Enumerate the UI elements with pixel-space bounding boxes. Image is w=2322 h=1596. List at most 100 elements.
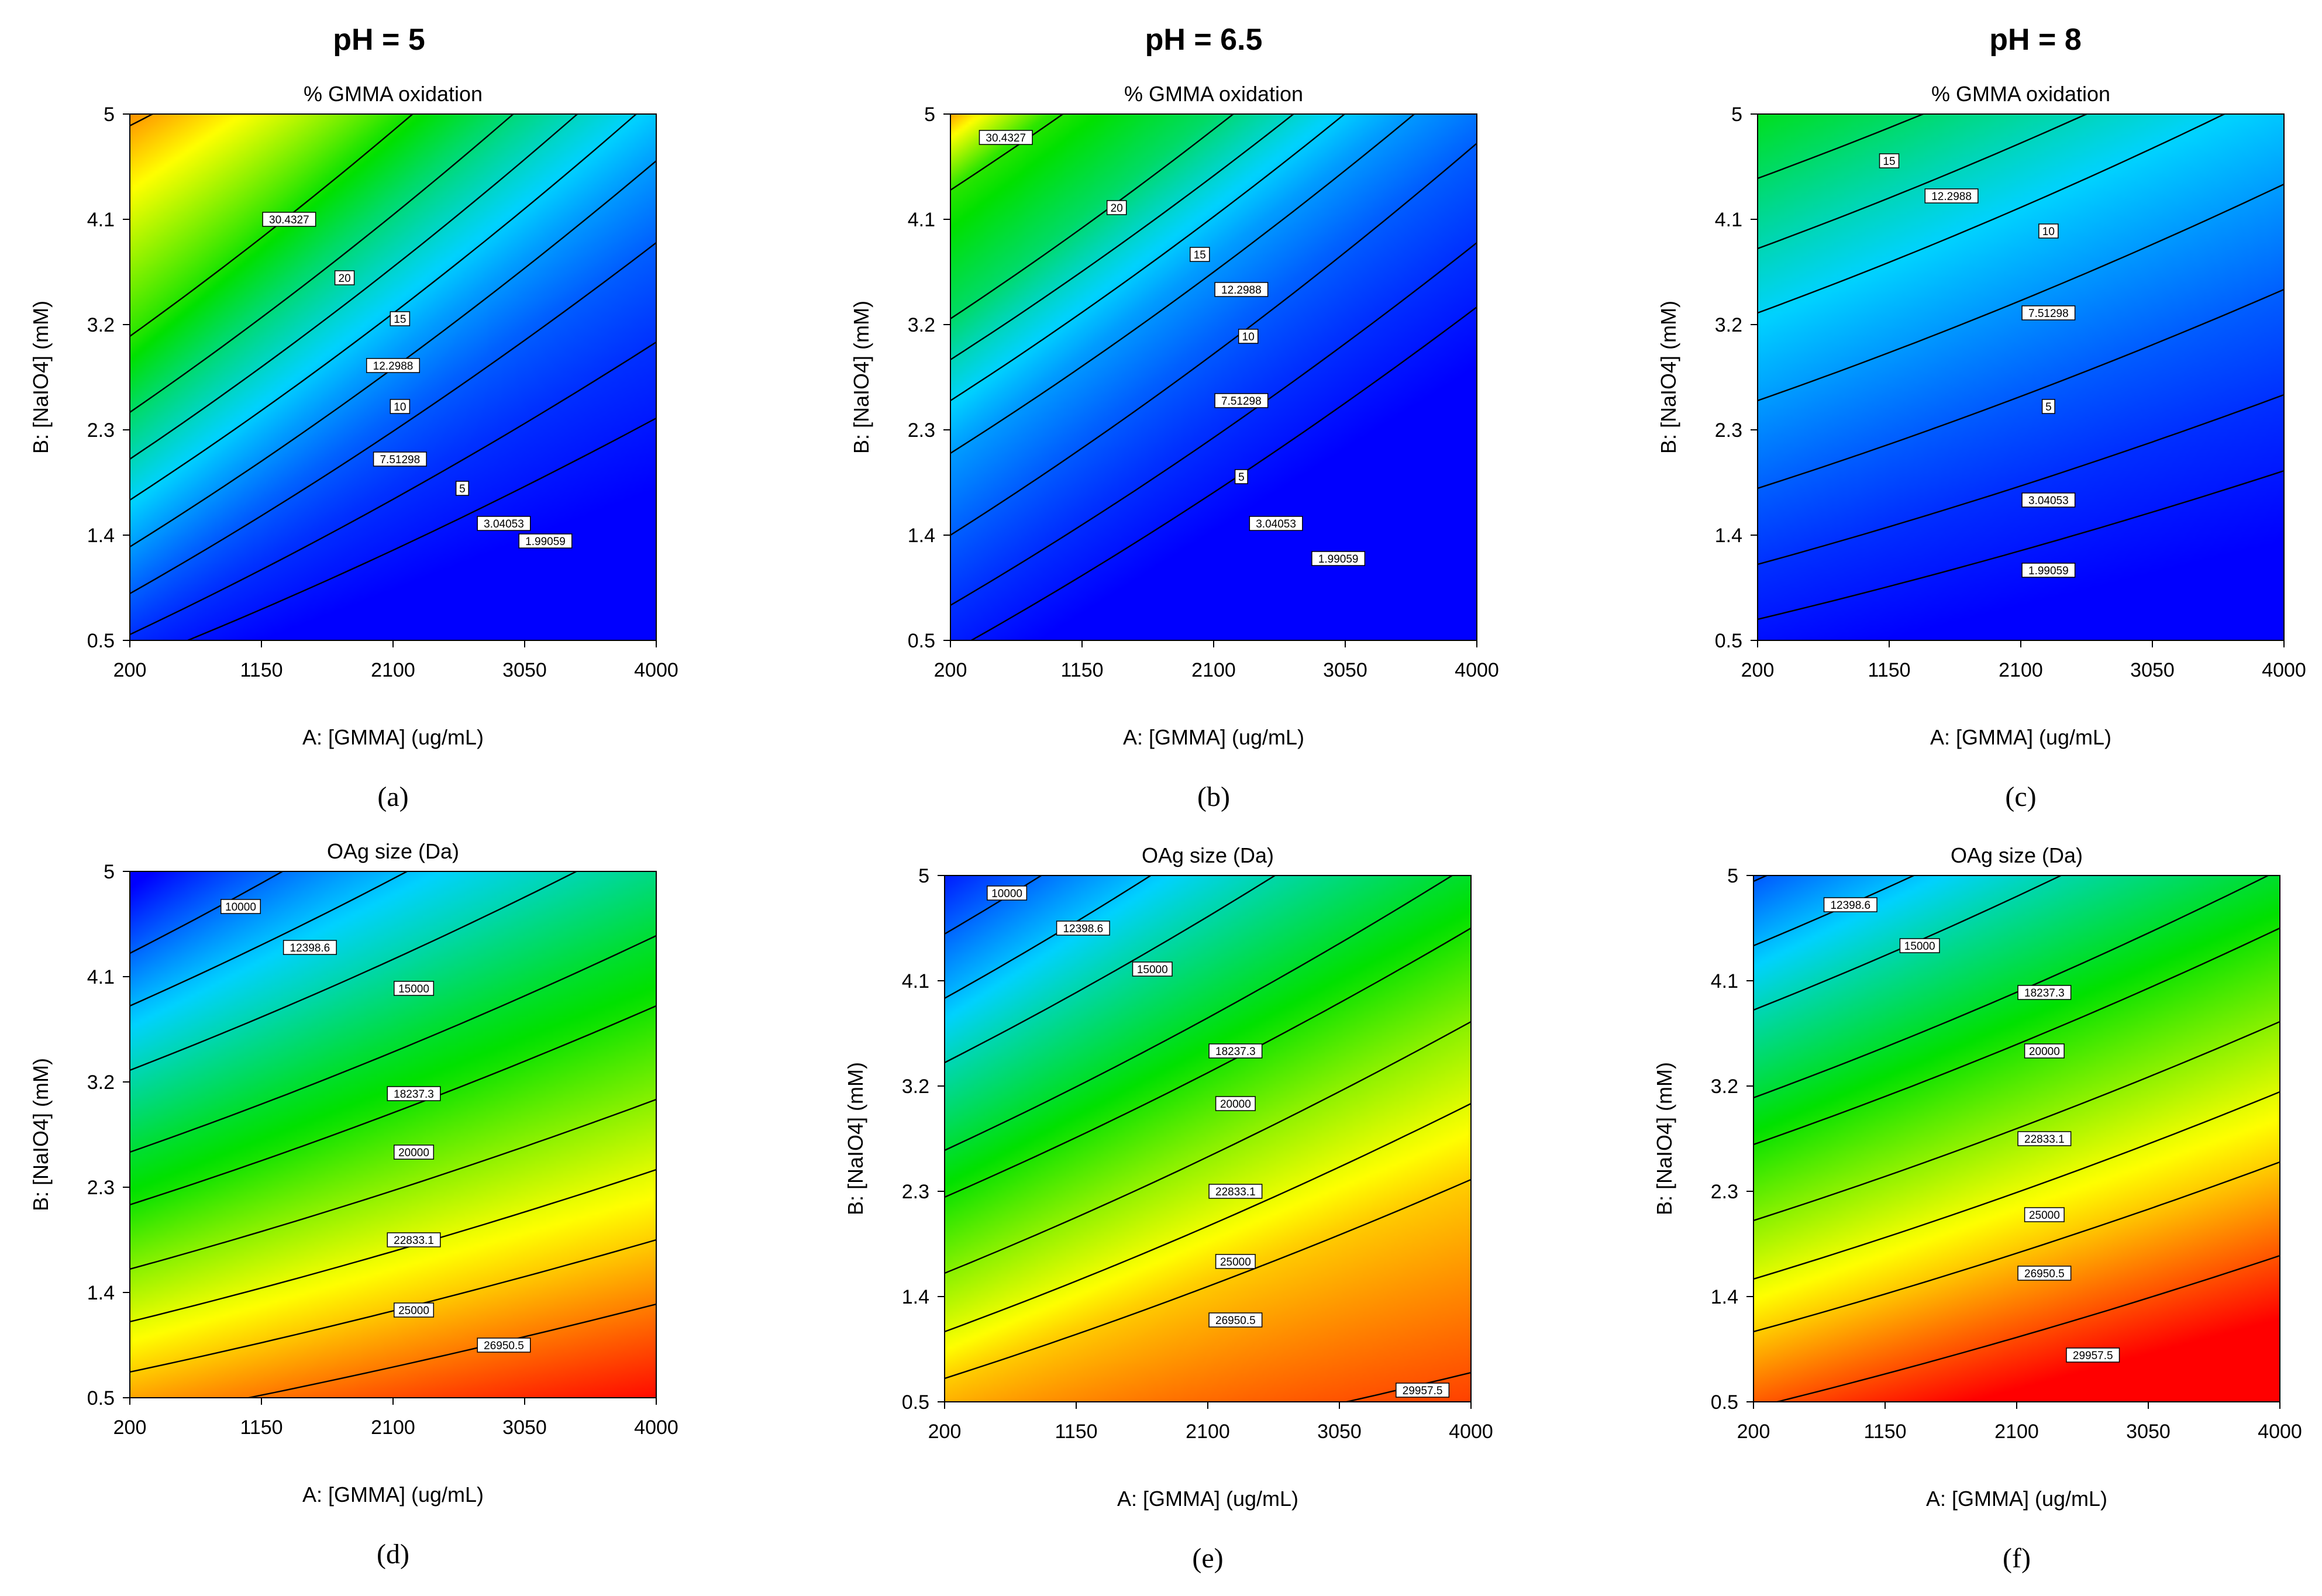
contour-line xyxy=(950,114,1416,454)
contour-label-box xyxy=(1823,897,1877,912)
contour-label: 15000 xyxy=(1137,964,1168,976)
x-tick-label: 200 xyxy=(113,1416,147,1439)
contour-label-box xyxy=(2024,1043,2065,1059)
contour-label-box xyxy=(390,311,411,326)
contour-label: 22833.1 xyxy=(394,1235,434,1247)
panel-b: 30.4327 20 15 12.2988 10 7.51298 5 3.04053 1.990… xyxy=(849,82,1499,812)
x-tick-label: 2100 xyxy=(371,1416,415,1439)
contour-line xyxy=(950,143,1477,536)
contour-line xyxy=(950,114,1235,320)
contour-label-box xyxy=(387,1086,441,1101)
contour-label-box xyxy=(518,533,573,549)
y-tick-label: 5 xyxy=(104,104,115,126)
panel-title: % GMMA oxidation xyxy=(304,82,483,106)
y-tick-label: 3.2 xyxy=(87,1071,115,1094)
contour-label: 5 xyxy=(459,483,466,495)
x-tick-label: 3050 xyxy=(1323,659,1367,681)
contour-label-box xyxy=(477,1338,531,1353)
contour-label: 15 xyxy=(1883,156,1895,168)
x-tick-label: 3050 xyxy=(2130,659,2175,681)
contour-line xyxy=(130,242,656,595)
y-tick-label: 2.3 xyxy=(87,1177,115,1199)
contour-line xyxy=(950,242,1477,606)
x-tick-label: 2100 xyxy=(1994,1421,2039,1443)
contour-label: 22833.1 xyxy=(1215,1186,1256,1198)
x-tick-label: 4000 xyxy=(634,1416,678,1439)
contour-label-box xyxy=(2021,563,2076,578)
contour-label: 10 xyxy=(1242,331,1255,343)
contour-label: 15000 xyxy=(398,983,429,995)
y-axis-label: B: [NaIO4] (mM) xyxy=(1652,1062,1676,1215)
contour-label-box xyxy=(1924,188,1979,204)
contour-line xyxy=(130,871,284,954)
contour-label: 5 xyxy=(1238,471,1245,484)
contour-label: 1.99059 xyxy=(525,536,566,548)
contour-label: 29957.5 xyxy=(1403,1385,1443,1397)
panel-title: % GMMA oxidation xyxy=(1124,82,1303,106)
contour-label-box xyxy=(2041,399,2055,414)
contour-line xyxy=(130,935,656,1153)
contour-line xyxy=(945,875,1043,935)
contour-label: 1.99059 xyxy=(1318,553,1359,566)
x-tick-label: 1150 xyxy=(1863,1421,1906,1443)
contour-line xyxy=(945,875,1152,999)
contour-lines xyxy=(1753,875,2280,1402)
contour-lines xyxy=(130,871,656,1398)
heatmap-surface xyxy=(130,114,656,640)
y-axis-label: B: [NaIO4] (mM) xyxy=(843,1062,867,1215)
contour-label-box xyxy=(366,358,420,373)
y-tick-label: 0.5 xyxy=(902,1391,929,1414)
contour-label: 12398.6 xyxy=(1830,899,1870,912)
x-tick-label: 1150 xyxy=(240,1416,283,1439)
contour-label-box xyxy=(334,270,355,285)
contour-label-box xyxy=(394,981,435,996)
heatmap-surface xyxy=(1753,875,2280,1402)
contour-line xyxy=(1774,1254,2280,1402)
y-tick-label: 5 xyxy=(1731,104,1742,126)
x-tick-label: 3050 xyxy=(502,659,547,681)
contour-line xyxy=(130,341,656,636)
x-tick-label: 4000 xyxy=(2262,659,2306,681)
contour-label: 18237.3 xyxy=(394,1088,434,1101)
y-tick-label: 2.3 xyxy=(1711,1181,1738,1203)
contour-line xyxy=(945,1178,1471,1380)
panel-label: (c) xyxy=(2005,781,2036,812)
contour-label: 18237.3 xyxy=(1215,1046,1256,1058)
panel-title: OAg size (Da) xyxy=(1951,843,2083,867)
contour-label: 1.99059 xyxy=(2028,565,2069,577)
contour-label: 22833.1 xyxy=(2024,1133,2065,1146)
contour-label-box xyxy=(2017,985,2072,1000)
contour-label-box xyxy=(1106,200,1127,215)
panel-d: 10000 12398.6 15000 18237.3 20000 22833.1 2500… xyxy=(29,839,678,1570)
y-tick-label: 0.5 xyxy=(1715,630,1742,652)
contour-label-box xyxy=(220,899,261,914)
contour-line xyxy=(950,114,1295,361)
x-tick-label: 2100 xyxy=(1186,1421,1230,1443)
x-tick-label: 1150 xyxy=(1060,659,1103,681)
contour-label-box xyxy=(1215,1096,1256,1111)
contour-line xyxy=(1758,183,2284,402)
contour-label-box xyxy=(394,1302,435,1318)
column-header-ph8: pH = 8 xyxy=(1989,23,2082,57)
contour-line xyxy=(1758,470,2284,621)
contour-line xyxy=(945,927,1471,1198)
contour-line xyxy=(185,417,656,640)
contour-line xyxy=(245,1303,656,1398)
contour-line xyxy=(130,1005,656,1206)
contour-line xyxy=(130,1098,656,1270)
x-tick-label: 1150 xyxy=(240,659,283,681)
contour-line xyxy=(1753,1091,2280,1280)
y-tick-label: 2.3 xyxy=(1715,419,1742,442)
contour-label-box xyxy=(455,481,469,496)
contour-label-box xyxy=(1190,247,1210,262)
contour-label-box xyxy=(987,885,1028,901)
contour-label: 15 xyxy=(394,313,406,326)
contour-label: 20 xyxy=(339,273,351,285)
contour-label-box xyxy=(477,516,531,531)
x-tick-label: 2100 xyxy=(1999,659,2043,681)
x-tick-label: 200 xyxy=(928,1421,962,1443)
contour-label-box xyxy=(1132,961,1173,977)
contour-label: 20000 xyxy=(1220,1098,1251,1111)
x-tick-label: 2100 xyxy=(371,659,415,681)
